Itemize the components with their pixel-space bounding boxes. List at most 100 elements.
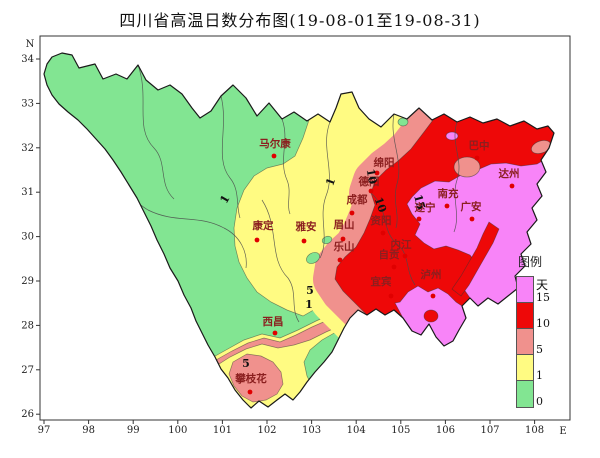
axes: 97 98 99 100 101 102 103 104 105 106 107 1083433323…: [21, 54, 544, 436]
city-label: 雅安: [296, 220, 317, 233]
patch-green-lake1: [306, 252, 320, 264]
patch-green-lake2: [321, 235, 333, 245]
city-dot: [509, 183, 515, 189]
patch-magenta-north: [445, 131, 459, 141]
contour-label: 1: [305, 298, 313, 311]
city-label: 南充: [438, 187, 459, 200]
legend-swatch-5: [516, 328, 534, 356]
lon-tick-label: 104: [347, 425, 366, 436]
lon-tick-label: 101: [213, 425, 232, 436]
page-title: 四川省高温日数分布图(19-08-01至19-08-31): [119, 11, 481, 30]
legend: 图例 15 10 5 1 0 天: [508, 253, 578, 416]
legend-body: 15 10 5 1 0 天: [508, 276, 578, 416]
city-dot: [368, 188, 374, 194]
patch-salmon-bazhong: [453, 156, 481, 178]
lon-tick-label: 108: [525, 425, 544, 436]
city-label: 眉山: [334, 218, 355, 231]
lat-tick-label: 32: [21, 143, 34, 154]
legend-swatch-0: [516, 380, 534, 408]
city-label: 巴中: [469, 139, 490, 152]
city-label: 攀枝花: [234, 372, 267, 385]
city-dot: [402, 253, 408, 259]
lon-tick-label: 106: [436, 425, 455, 436]
city-dot: [254, 237, 260, 243]
city-label: 泸州: [421, 268, 442, 281]
lat-unit-label: N: [26, 39, 35, 50]
zone-salmon-panzhihua: [228, 353, 284, 403]
lon-tick-label: 100: [168, 425, 187, 436]
city-dot: [416, 216, 422, 222]
lat-tick-label: 31: [21, 187, 34, 198]
lon-tick-label: 97: [38, 425, 51, 436]
city-dot: [391, 264, 397, 270]
city-label: 成都: [347, 193, 368, 206]
city-dot: [337, 257, 343, 263]
city-label: 西昌: [263, 316, 284, 328]
legend-value-label: 1: [536, 369, 543, 382]
lon-unit-label: E: [559, 426, 566, 437]
lat-tick-label: 27: [21, 365, 34, 376]
lon-tick-label: 105: [391, 425, 410, 436]
city-label: 内江: [391, 238, 412, 251]
city-label: 马尔康: [259, 137, 291, 150]
legend-unit-label: 天: [536, 278, 549, 292]
city-label: 康定: [253, 219, 274, 232]
contour-label: 10: [372, 195, 390, 214]
lon-tick-label: 102: [257, 425, 276, 436]
lat-tick-label: 29: [21, 276, 34, 287]
lat-tick-label: 26: [21, 409, 34, 420]
city-label: 资阳: [371, 214, 392, 227]
zone-red-band-east: [451, 221, 500, 297]
city-dot: [469, 216, 475, 222]
lat-tick-label: 34: [21, 54, 34, 65]
lat-tick-label: 30: [21, 232, 34, 243]
lon-tick-label: 98: [82, 425, 95, 436]
city-dot: [271, 153, 277, 159]
city-dot: [272, 330, 278, 336]
legend-value-label: 10: [536, 317, 550, 330]
legend-swatch-15: [516, 276, 534, 304]
patch-red-in-tail: [423, 309, 439, 323]
legend-swatch-10: [516, 302, 534, 330]
city-label: 自贡: [379, 248, 400, 261]
legend-header: 图例: [517, 255, 542, 269]
contour-label: 1: [323, 176, 338, 188]
city-label: 绵阳: [374, 156, 395, 169]
legend-value-label: 5: [536, 343, 543, 356]
lon-tick-label: 99: [127, 425, 140, 436]
lat-tick-label: 33: [21, 98, 34, 109]
city-dot: [444, 203, 450, 209]
lat-tick-label: 28: [21, 320, 34, 331]
city-dot: [380, 230, 386, 236]
city-label: 广安: [461, 200, 482, 213]
map-frame: [39, 35, 571, 421]
city-dot: [301, 238, 307, 244]
city-label: 宜宾: [371, 275, 392, 288]
legend-value-label: 15: [536, 291, 550, 304]
lon-tick-label: 107: [480, 425, 499, 436]
city-dot: [340, 236, 346, 242]
city-label: 遂宁: [415, 201, 436, 214]
contour-label: 15: [411, 193, 428, 211]
legend-value-label: 0: [536, 395, 543, 408]
contour-label: 10: [364, 168, 380, 186]
province-outline: [43, 52, 555, 409]
city-dot: [349, 210, 355, 216]
city-dot: [247, 389, 253, 395]
city-dot: [430, 293, 436, 299]
legend-swatch-1: [516, 354, 534, 382]
lon-tick-label: 103: [302, 425, 321, 436]
city-label: 达州: [499, 167, 520, 180]
contour-label: 5: [242, 357, 250, 370]
contour-label: 5: [306, 284, 314, 297]
city-dot: [474, 155, 480, 161]
city-label: 乐山: [334, 240, 355, 253]
map-zones: [44, 53, 554, 408]
city-dot: [388, 293, 394, 299]
city-dot: [374, 170, 380, 176]
city-label: 德阳: [358, 175, 380, 188]
